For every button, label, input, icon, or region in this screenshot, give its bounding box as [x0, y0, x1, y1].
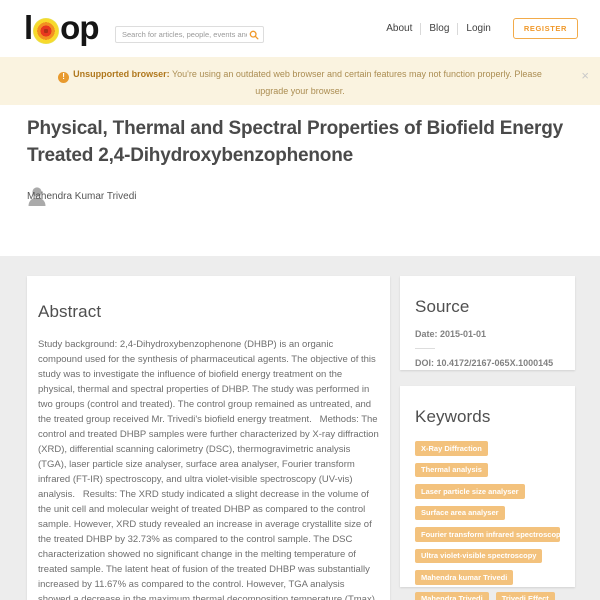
content-area: Abstract Study background: 2,4-Dihydroxy…	[0, 256, 600, 600]
search-box[interactable]	[115, 26, 264, 43]
keyword-tag[interactable]: X-Ray Diffraction	[415, 441, 488, 456]
abstract-text: Study background: 2,4-Dihydroxybenzophen…	[38, 339, 379, 600]
banner-bold-label: Unsupported browser:	[73, 69, 170, 79]
search-input[interactable]	[116, 30, 249, 39]
logo-text-l: l	[24, 9, 33, 46]
divider	[415, 348, 435, 349]
keyword-tag[interactable]: Fourier transform infrared spectroscopy	[415, 527, 560, 542]
source-doi: DOI: 10.4172/2167-065X.1000145	[415, 358, 554, 368]
keyword-tag[interactable]: Trivedi Effect	[495, 591, 555, 600]
keyword-tag[interactable]: Mahendra kumar Trivedi	[415, 570, 514, 585]
author-name-link[interactable]: Mahendra Kumar Trivedi	[27, 191, 137, 202]
logo-target-icon	[33, 18, 60, 44]
nav-login[interactable]: Login	[466, 23, 491, 34]
warning-icon: !	[58, 71, 70, 83]
keyword-tag[interactable]: Thermal analysis	[415, 462, 488, 477]
keywords-card: Keywords X-Ray Diffraction Thermal analy…	[400, 386, 575, 600]
nav-blog[interactable]: Blog	[429, 23, 450, 34]
nav-divider	[457, 22, 459, 35]
keywords-heading: Keywords	[415, 407, 491, 426]
nav-about[interactable]: About	[386, 23, 413, 34]
keyword-tags: X-Ray Diffraction Thermal analysis Laser…	[415, 441, 560, 600]
page-title: Physical, Thermal and Spectral Propertie…	[27, 118, 563, 166]
search-icon[interactable]	[249, 30, 259, 40]
header-nav: About Blog Login REGISTER	[378, 0, 578, 57]
register-button[interactable]: REGISTER	[512, 18, 578, 39]
banner-message: You're using an outdated web browser and…	[171, 69, 542, 96]
loop-logo[interactable]: l op	[24, 7, 100, 49]
keyword-tag[interactable]: Ultra violet-visible spectroscopy	[415, 548, 543, 563]
keyword-tag[interactable]: Mahendra Trivedi	[415, 591, 489, 600]
logo-text-op: op	[60, 9, 99, 46]
source-heading: Source	[415, 297, 470, 316]
close-icon[interactable]: ×	[581, 68, 589, 83]
source-card: Source Date: 2015-01-01 DOI: 10.4172/216…	[400, 276, 575, 370]
source-date: Date: 2015-01-01	[415, 329, 487, 339]
abstract-card: Abstract Study background: 2,4-Dihydroxy…	[27, 276, 390, 600]
unsupported-browser-banner: ! Unsupported browser: You're using an ou…	[0, 57, 600, 105]
nav-divider	[420, 22, 422, 35]
abstract-heading: Abstract	[38, 302, 102, 321]
keyword-tag[interactable]: Laser particle size analyser	[415, 484, 525, 499]
header: l op About Blog Login REGISTER	[0, 0, 600, 57]
avatar-person-icon[interactable]	[25, 184, 49, 208]
keyword-tag[interactable]: Surface area analyser	[415, 505, 505, 520]
article-header: Physical, Thermal and Spectral Propertie…	[0, 105, 600, 256]
author-row: Mahendra Kumar Trivedi	[25, 184, 225, 210]
